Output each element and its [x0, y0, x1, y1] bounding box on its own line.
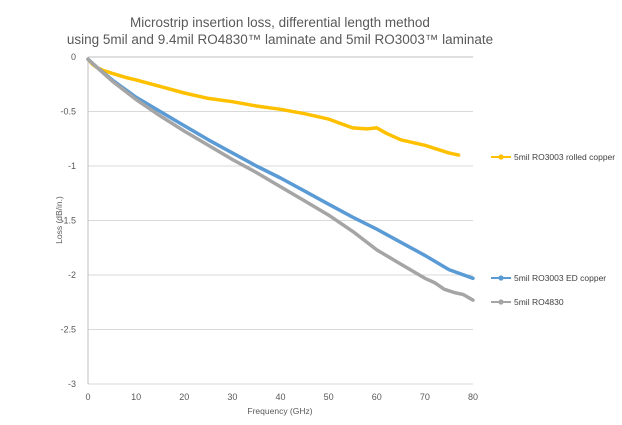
- x-tick-label: 50: [324, 392, 334, 402]
- x-tick-label: 60: [372, 392, 382, 402]
- gridlines: [88, 111, 473, 385]
- y-tick-label: -1.5: [60, 216, 76, 226]
- y-tick-label: -3: [68, 379, 76, 389]
- tick-labels: 0 -0.5 -1 -1.5 -2 -2.5 -3 0 10 20 30 40 50 60 70 80: [60, 52, 478, 402]
- x-tick-label: 80: [468, 392, 478, 402]
- legend-entry: 5mil RO4830: [514, 297, 564, 307]
- legend-swatch-marker: [498, 154, 504, 160]
- chart-title-line-2: using 5mil and 9.4mil RO4830™ laminate a…: [66, 32, 494, 47]
- series-line-0: [86, 57, 461, 157]
- series-line-2: [86, 57, 475, 302]
- chart-title-line-1: Microstrip insertion loss, differential …: [130, 15, 430, 30]
- legend-swatch-marker: [498, 299, 504, 305]
- series-line-1: [86, 57, 475, 281]
- y-axis-label: Loss (dB/in.): [54, 196, 64, 244]
- legend-swatch-marker: [498, 275, 504, 281]
- x-tick-label: 70: [420, 392, 430, 402]
- legend: 5mil RO3003 rolled copper 5mil RO3003 ED …: [491, 152, 615, 307]
- legend-entry: 5mil RO3003 rolled copper: [514, 152, 615, 162]
- axes: [87, 56, 473, 384]
- y-tick-label: 0: [71, 52, 76, 62]
- y-tick-label: -0.5: [60, 107, 76, 117]
- series-layer: [86, 57, 475, 302]
- x-tick-label: 20: [179, 392, 189, 402]
- x-tick-label: 30: [227, 392, 237, 402]
- y-tick-label: -2.5: [60, 325, 76, 335]
- y-tick-label: -2: [68, 270, 76, 280]
- y-tick-label: -1: [68, 161, 76, 171]
- legend-entry: 5mil RO3003 ED copper: [514, 273, 606, 283]
- x-tick-label: 0: [85, 392, 90, 402]
- x-tick-label: 40: [275, 392, 285, 402]
- x-axis-label: Frequency (GHz): [247, 406, 312, 416]
- x-tick-label: 10: [131, 392, 141, 402]
